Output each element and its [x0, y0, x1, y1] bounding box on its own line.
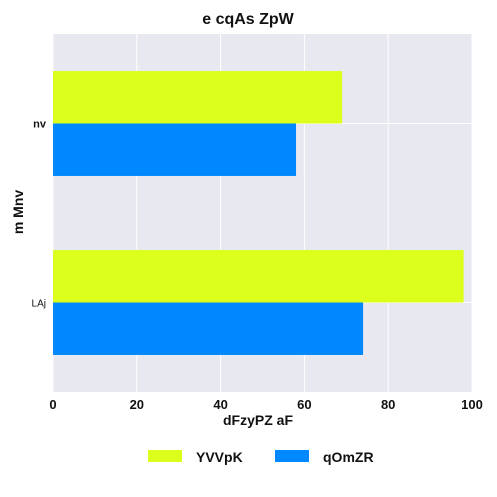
x-tick-label: 80: [381, 397, 395, 412]
y-tick-label: nv: [33, 119, 47, 131]
legend-label: YVVpK: [196, 449, 243, 465]
x-tick-label: 20: [130, 397, 144, 412]
bars: [53, 71, 464, 355]
legend-swatch-YVVpK: [148, 450, 182, 462]
legend-swatch-qOmZR: [275, 450, 309, 462]
y-axis-label: m Mnv: [10, 190, 26, 235]
x-axis-label: dFzyPZ aF: [223, 412, 293, 428]
x-tick-label: 0: [49, 397, 56, 412]
bar-YVVpK-nv: [53, 71, 343, 124]
legend-label: qOmZR: [323, 449, 374, 465]
y-tick-label: LAj: [32, 299, 46, 310]
chart-title: e cqAs ZpW: [202, 11, 294, 28]
x-tick-label: 40: [213, 397, 227, 412]
bar-qOmZR-nv: [53, 123, 297, 176]
x-tick-label: 60: [297, 397, 311, 412]
legend: YVVpK qOmZR: [148, 449, 374, 465]
bar-qOmZR-LAj: [53, 302, 364, 355]
x-tick-labels: 0 20 40 60 80 100: [49, 397, 482, 412]
x-tick-label: 100: [461, 397, 483, 412]
bar-YVVpK-LAj: [53, 250, 464, 303]
y-tick-labels: nv LAj: [32, 119, 47, 310]
